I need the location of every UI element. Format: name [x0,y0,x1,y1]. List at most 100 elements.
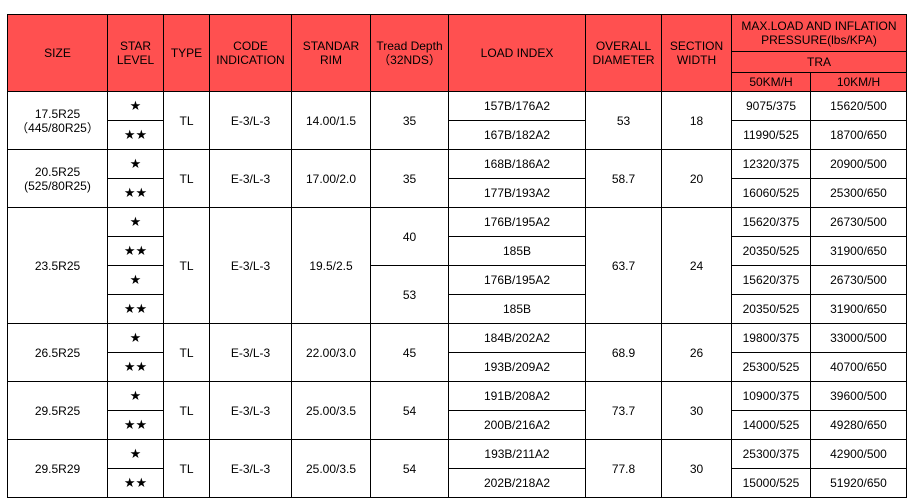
load-50kmh-cell: 12320/375 [731,149,811,179]
header-type: TYPE [163,14,210,92]
table-row: ★★ 200B/216A2 14000/525 49280/650 [8,410,907,440]
tread-depth-cell: 53 [370,265,449,324]
load-50kmh-cell: 25300/375 [731,439,811,469]
star-level-cell: ★★ [107,352,164,382]
star-level-cell: ★ [107,91,164,121]
rim-cell: 25.00/3.5 [291,381,371,440]
load-index-cell: 177B/193A2 [448,178,586,208]
load-50kmh-cell: 15620/375 [731,265,811,295]
header-size: SIZE [7,14,108,92]
type-cell: TL [163,439,210,498]
overall-diameter-cell: 58.7 [585,149,662,208]
load-10kmh-cell: 40700/650 [810,352,907,382]
load-10kmh-cell: 18700/650 [810,120,907,150]
load-50kmh-cell: 19800/375 [731,323,811,353]
rim-cell: 14.00/1.5 [291,91,371,150]
overall-diameter-cell: 68.9 [585,323,662,382]
load-index-cell: 176B/195A2 [448,265,586,295]
load-10kmh-cell: 25300/650 [810,178,907,208]
rim-cell: 25.00/3.5 [291,439,371,498]
star-level-cell: ★★ [107,410,164,440]
load-index-cell: 200B/216A2 [448,410,586,440]
load-10kmh-cell: 39600/500 [810,381,907,411]
load-10kmh-cell: 15620/500 [810,91,907,121]
size-cell: 17.5R25 （445/80R25） [7,91,108,150]
star-level-cell: ★ [107,381,164,411]
load-index-cell: 193B/209A2 [448,352,586,382]
load-10kmh-cell: 51920/650 [810,468,907,498]
table-row: 23.5R25 ★ TL E-3/L-3 19.5/2.5 40 176B/195A2 63.… [7,207,907,324]
load-10kmh-cell: 33000/500 [810,323,907,353]
size-cell: 20.5R25 (525/80R25) [7,149,108,208]
star-level-cell: ★★ [107,468,164,498]
table-body: 17.5R25 （445/80R25） ★ TL E-3/L-3 14.00/1.5 35… [7,91,907,498]
header-speed-50: 50KM/H [731,72,811,92]
section-width-cell: 24 [661,207,732,324]
overall-diameter-cell: 73.7 [585,381,662,440]
type-cell: TL [163,91,210,150]
type-cell: TL [163,149,210,208]
load-10kmh-cell: 49280/650 [810,410,907,440]
load-10kmh-cell: 31900/650 [810,236,907,266]
table-row: 20.5R25 (525/80R25) ★ TL E-3/L-3 17.00/2.0 35… [7,149,907,208]
rim-cell: 22.00/3.0 [291,323,371,382]
load-index-cell: 168B/186A2 [448,149,586,179]
header-speed-10: 10KM/H [810,72,907,92]
code-cell: E-3/L-3 [209,149,292,208]
table-row: 29.5R25 ★ TL E-3/L-3 25.00/3.5 54 191B/208A2 73… [7,381,907,440]
load-50kmh-cell: 11990/525 [731,120,811,150]
rim-cell: 17.00/2.0 [291,149,371,208]
star-level-cell: ★★ [107,236,164,266]
load-50kmh-cell: 25300/525 [731,352,811,382]
load-50kmh-cell: 20350/525 [731,294,811,324]
load-index-cell: 191B/208A2 [448,381,586,411]
star-level-cell: ★ [107,149,164,179]
header-rim: STANDAR RIM [291,14,371,92]
load-10kmh-cell: 31900/650 [810,294,907,324]
size-cell: 29.5R25 [7,381,108,440]
size-cell: 26.5R25 [7,323,108,382]
rim-cell: 19.5/2.5 [291,207,371,324]
table-row: 17.5R25 （445/80R25） ★ TL E-3/L-3 14.00/1.5 35… [7,91,907,150]
table-row: ★★ 185B 20350/525 31900/650 [8,236,907,266]
header-section-width: SECTION WIDTH [661,14,732,92]
table-row: ★ 53 176B/195A2 15620/375 26730/500 [8,265,907,324]
header-tra: TRA [731,51,907,73]
load-50kmh-cell: 14000/525 [731,410,811,440]
star-level-cell: ★ [107,323,164,353]
header-load-index: LOAD INDEX [448,14,586,92]
overall-diameter-cell: 63.7 [585,207,662,324]
tread-depth-cell: 40 [370,207,449,266]
load-index-cell: 157B/176A2 [448,91,586,121]
load-50kmh-cell: 16060/525 [731,178,811,208]
load-50kmh-cell: 10900/375 [731,381,811,411]
load-index-cell: 202B/218A2 [448,468,586,498]
table-row: ★★ 177B/193A2 16060/525 25300/650 [8,178,907,208]
table-row: ★★ 202B/218A2 15000/525 51920/650 [8,468,907,498]
section-width-cell: 18 [661,91,732,150]
table-row: ★★ 193B/209A2 25300/525 40700/650 [8,352,907,382]
load-index-cell: 185B [448,236,586,266]
load-10kmh-cell: 42900/500 [810,439,907,469]
load-50kmh-cell: 20350/525 [731,236,811,266]
header-star-level: STAR LEVEL [107,14,164,92]
code-cell: E-3/L-3 [209,323,292,382]
tread-depth-cell: 35 [370,91,449,150]
code-cell: E-3/L-3 [209,381,292,440]
section-width-cell: 30 [661,381,732,440]
star-level-cell: ★ [107,439,164,469]
star-level-cell: ★ [107,207,164,237]
section-width-cell: 30 [661,439,732,498]
star-level-cell: ★★ [107,294,164,324]
size-cell: 23.5R25 [7,207,108,324]
load-index-cell: 167B/182A2 [448,120,586,150]
header-code: CODE INDICATION [209,14,292,92]
overall-diameter-cell: 53 [585,91,662,150]
header-overall-diameter: OVERALL DIAMETER [585,14,662,92]
star-level-cell: ★★ [107,178,164,208]
type-cell: TL [163,323,210,382]
section-width-cell: 20 [661,149,732,208]
load-index-cell: 193B/211A2 [448,439,586,469]
load-index-cell: 185B [448,294,586,324]
size-cell: 29.5R29 [7,439,108,498]
